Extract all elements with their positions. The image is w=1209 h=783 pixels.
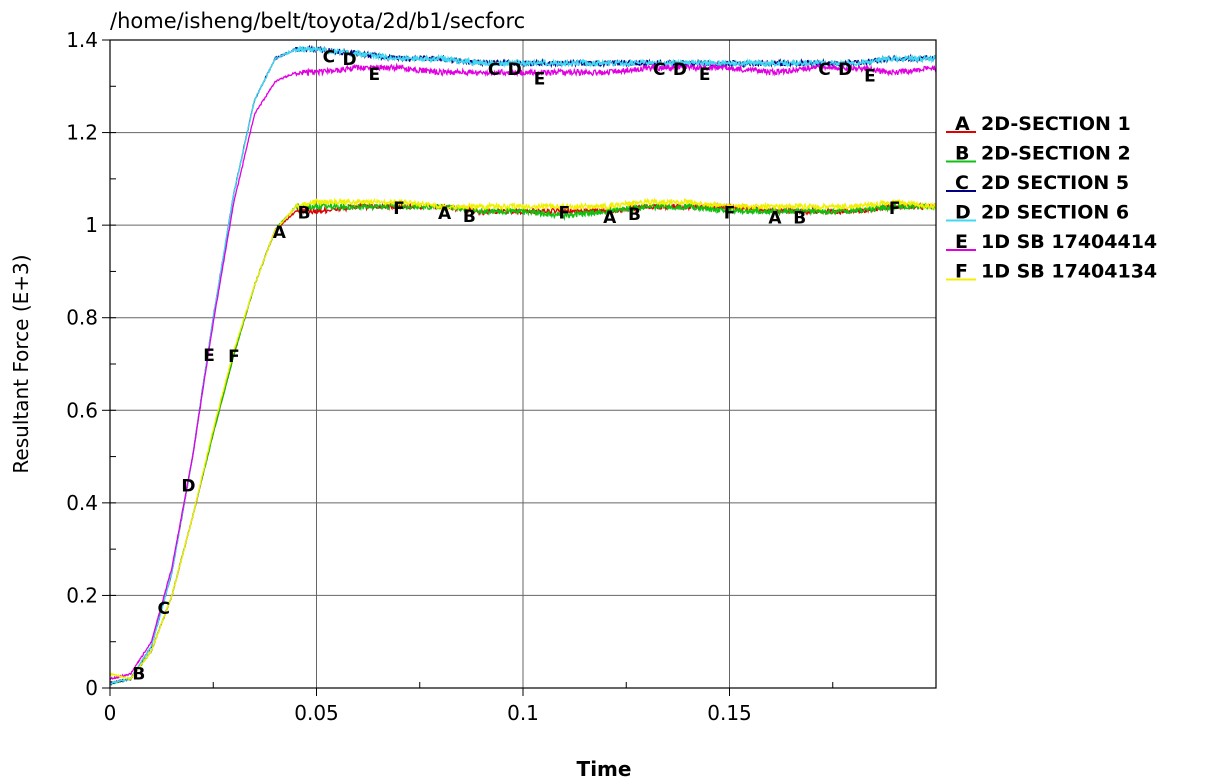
- legend-marker: C: [955, 172, 969, 194]
- series-marker-label: E: [699, 65, 711, 85]
- y-tick-label: 0: [85, 676, 98, 700]
- series-marker-label: F: [228, 347, 240, 367]
- y-tick-label: 0.6: [66, 398, 98, 422]
- series-line: [109, 45, 937, 685]
- y-tick-label: 0.2: [66, 583, 98, 607]
- series-marker-label: A: [768, 208, 782, 228]
- series-marker-label: E: [534, 69, 546, 89]
- legend-marker: F: [955, 261, 968, 283]
- y-tick-label: 1.4: [66, 28, 98, 52]
- series-marker-label: B: [463, 207, 476, 227]
- legend-marker: B: [955, 143, 969, 165]
- x-tick-label: 0.05: [294, 701, 339, 725]
- series-marker-label: A: [603, 208, 617, 228]
- series-marker-label: C: [323, 48, 335, 68]
- legend: A 2D-SECTION 1 B 2D-SECTION 2 C 2D SECTION 5 D…: [946, 113, 1157, 283]
- y-axis-title: Resultant Force (E+3): [9, 254, 33, 473]
- series-marker-label: A: [273, 223, 287, 243]
- series-marker-label: B: [132, 665, 145, 685]
- series-marker-label: A: [438, 204, 452, 224]
- series-line: [110, 197, 937, 681]
- series-marker-label: B: [298, 204, 311, 224]
- legend-label: 2D-SECTION 2: [981, 143, 1131, 165]
- series-marker-label: B: [793, 208, 806, 228]
- series-marker-label: D: [342, 50, 356, 70]
- series-marker-label: F: [889, 199, 901, 219]
- legend-label: 2D SECTION 6: [981, 202, 1129, 224]
- legend-label: 1D SB 17404414: [981, 231, 1157, 253]
- y-tick-label: 0.4: [66, 491, 98, 515]
- x-tick-label: 0.1: [507, 701, 539, 725]
- series-marker-label: F: [724, 204, 736, 224]
- series-marker-label: C: [488, 60, 500, 80]
- y-tick-label: 0.8: [66, 306, 98, 330]
- series-marker-label: C: [653, 60, 665, 80]
- series-marker-label: E: [864, 67, 876, 87]
- series-marker-label: C: [157, 599, 169, 619]
- series-marker-label: D: [673, 60, 687, 80]
- x-axis: 0 0.05 0.1 0.15: [104, 682, 834, 725]
- y-axis: 0 0.2 0.4 0.6 0.8 1 1.2 1.4: [66, 28, 116, 700]
- series-marker-label: F: [393, 199, 405, 219]
- legend-label: 2D SECTION 5: [981, 172, 1129, 194]
- series-marker-label: D: [838, 60, 852, 80]
- series-marker-label: E: [369, 65, 381, 85]
- series-marker-label: B: [628, 205, 641, 225]
- x-axis-title: Time: [577, 757, 632, 781]
- legend-label: 2D-SECTION 1: [981, 113, 1131, 135]
- series-layer: [109, 44, 937, 686]
- series-marker-label: E: [203, 346, 215, 366]
- legend-marker: E: [955, 231, 968, 253]
- x-tick-label: 0.15: [707, 701, 752, 725]
- series-marker-label: C: [818, 60, 830, 80]
- x-tick-label: 0: [104, 701, 117, 725]
- legend-marker: D: [955, 202, 971, 224]
- series-marker-label: F: [558, 204, 570, 224]
- chart-title: /home/isheng/belt/toyota/2d/b1/secforc: [110, 9, 525, 33]
- legend-marker: A: [955, 113, 970, 135]
- series-line: [109, 62, 937, 681]
- y-tick-label: 1: [85, 213, 98, 237]
- legend-label: 1D SB 17404134: [981, 261, 1157, 283]
- series-marker-label: D: [508, 60, 522, 80]
- y-tick-label: 1.2: [66, 121, 98, 145]
- series-marker-label: D: [181, 477, 195, 497]
